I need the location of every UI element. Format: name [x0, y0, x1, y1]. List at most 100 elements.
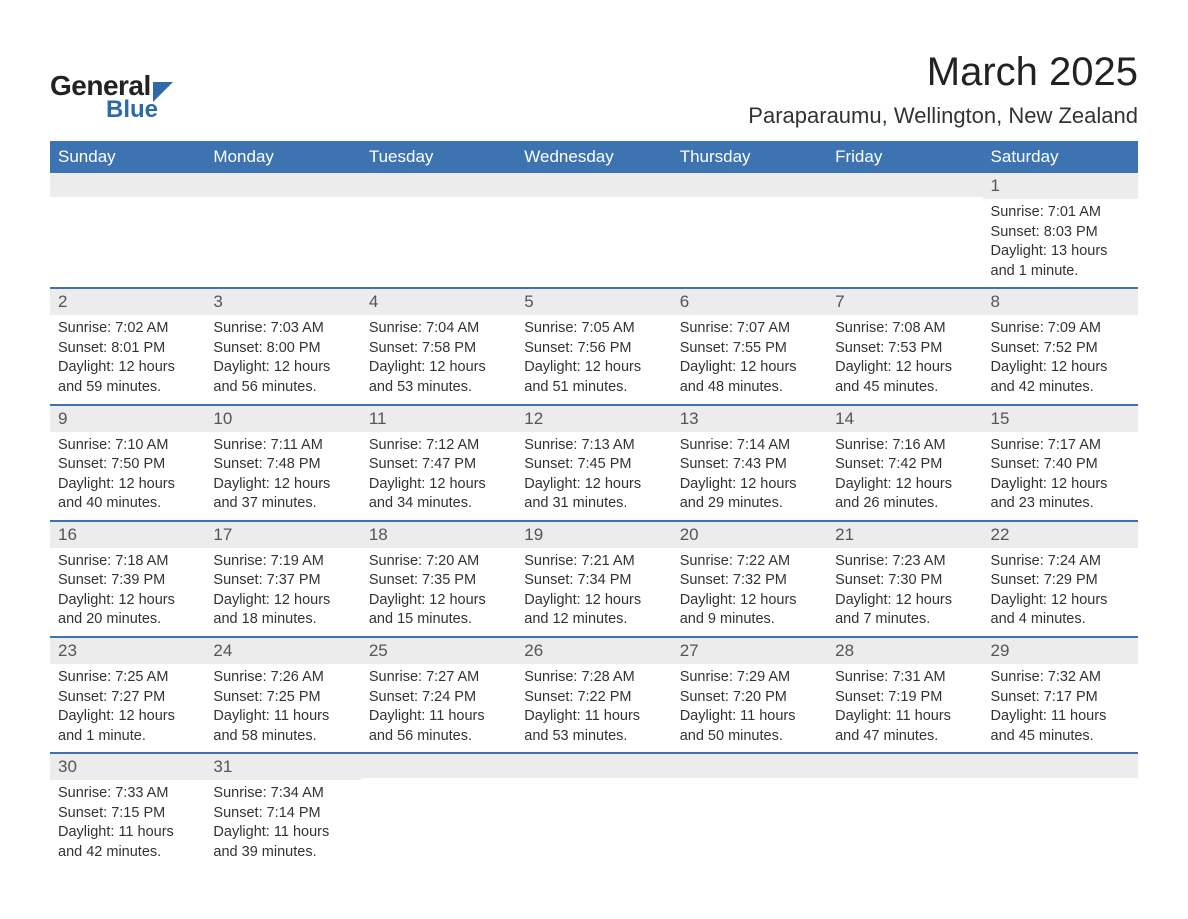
day-body: Sunrise: 7:01 AMSunset: 8:03 PMDaylight:… — [983, 199, 1138, 287]
day-number: 31 — [205, 754, 360, 780]
daylight-line: Daylight: 12 hours and 51 minutes. — [524, 358, 663, 397]
day-body — [827, 197, 982, 217]
logo-triangle-icon — [153, 82, 173, 102]
calendar-day-cell — [983, 753, 1138, 868]
sunset-line: Sunset: 7:35 PM — [369, 571, 508, 591]
sunrise-line: Sunrise: 7:16 AM — [835, 436, 974, 456]
calendar-day-cell: 23Sunrise: 7:25 AMSunset: 7:27 PMDayligh… — [50, 637, 205, 753]
calendar-week-row: 30Sunrise: 7:33 AMSunset: 7:15 PMDayligh… — [50, 753, 1138, 868]
sunrise-line: Sunrise: 7:17 AM — [991, 436, 1130, 456]
day-number — [50, 173, 205, 197]
daylight-line: Daylight: 11 hours and 53 minutes. — [524, 707, 663, 746]
sunrise-line: Sunrise: 7:26 AM — [213, 668, 352, 688]
day-body: Sunrise: 7:22 AMSunset: 7:32 PMDaylight:… — [672, 548, 827, 636]
calendar-day-cell: 25Sunrise: 7:27 AMSunset: 7:24 PMDayligh… — [361, 637, 516, 753]
daylight-line: Daylight: 11 hours and 47 minutes. — [835, 707, 974, 746]
col-header-saturday: Saturday — [983, 141, 1138, 173]
calendar-table: Sunday Monday Tuesday Wednesday Thursday… — [50, 141, 1138, 869]
calendar-day-cell — [827, 753, 982, 868]
sunrise-line: Sunrise: 7:08 AM — [835, 319, 974, 339]
calendar-day-cell: 30Sunrise: 7:33 AMSunset: 7:15 PMDayligh… — [50, 753, 205, 868]
calendar-day-cell — [361, 173, 516, 288]
sunrise-line: Sunrise: 7:04 AM — [369, 319, 508, 339]
day-body: Sunrise: 7:33 AMSunset: 7:15 PMDaylight:… — [50, 780, 205, 868]
calendar-day-cell: 26Sunrise: 7:28 AMSunset: 7:22 PMDayligh… — [516, 637, 671, 753]
sunset-line: Sunset: 8:03 PM — [991, 223, 1130, 243]
sunrise-line: Sunrise: 7:13 AM — [524, 436, 663, 456]
day-number — [827, 754, 982, 778]
calendar-day-cell: 12Sunrise: 7:13 AMSunset: 7:45 PMDayligh… — [516, 405, 671, 521]
sunset-line: Sunset: 8:01 PM — [58, 339, 197, 359]
daylight-line: Daylight: 12 hours and 4 minutes. — [991, 591, 1130, 630]
day-number: 15 — [983, 406, 1138, 432]
day-number: 6 — [672, 289, 827, 315]
day-number: 18 — [361, 522, 516, 548]
sunrise-line: Sunrise: 7:12 AM — [369, 436, 508, 456]
daylight-line: Daylight: 12 hours and 20 minutes. — [58, 591, 197, 630]
daylight-line: Daylight: 12 hours and 29 minutes. — [680, 475, 819, 514]
daylight-line: Daylight: 12 hours and 26 minutes. — [835, 475, 974, 514]
sunrise-line: Sunrise: 7:14 AM — [680, 436, 819, 456]
daylight-line: Daylight: 12 hours and 37 minutes. — [213, 475, 352, 514]
sunset-line: Sunset: 7:32 PM — [680, 571, 819, 591]
calendar-day-cell — [50, 173, 205, 288]
day-number: 3 — [205, 289, 360, 315]
calendar-week-row: 9Sunrise: 7:10 AMSunset: 7:50 PMDaylight… — [50, 405, 1138, 521]
sunset-line: Sunset: 7:50 PM — [58, 455, 197, 475]
sunset-line: Sunset: 7:53 PM — [835, 339, 974, 359]
sunrise-line: Sunrise: 7:01 AM — [991, 203, 1130, 223]
calendar-day-cell: 5Sunrise: 7:05 AMSunset: 7:56 PMDaylight… — [516, 288, 671, 404]
sunset-line: Sunset: 7:20 PM — [680, 688, 819, 708]
sunrise-line: Sunrise: 7:05 AM — [524, 319, 663, 339]
daylight-line: Daylight: 11 hours and 45 minutes. — [991, 707, 1130, 746]
day-body — [361, 778, 516, 798]
day-number: 5 — [516, 289, 671, 315]
calendar-day-cell — [205, 173, 360, 288]
sunrise-line: Sunrise: 7:27 AM — [369, 668, 508, 688]
day-number: 14 — [827, 406, 982, 432]
day-body: Sunrise: 7:03 AMSunset: 8:00 PMDaylight:… — [205, 315, 360, 403]
day-body: Sunrise: 7:07 AMSunset: 7:55 PMDaylight:… — [672, 315, 827, 403]
logo: General Blue — [50, 70, 173, 124]
sunrise-line: Sunrise: 7:20 AM — [369, 552, 508, 572]
sunset-line: Sunset: 7:48 PM — [213, 455, 352, 475]
sunset-line: Sunset: 7:55 PM — [680, 339, 819, 359]
sunrise-line: Sunrise: 7:11 AM — [213, 436, 352, 456]
day-body: Sunrise: 7:24 AMSunset: 7:29 PMDaylight:… — [983, 548, 1138, 636]
day-number: 4 — [361, 289, 516, 315]
daylight-line: Daylight: 12 hours and 1 minute. — [58, 707, 197, 746]
day-number: 17 — [205, 522, 360, 548]
daylight-line: Daylight: 11 hours and 58 minutes. — [213, 707, 352, 746]
day-body — [672, 197, 827, 217]
day-number: 23 — [50, 638, 205, 664]
calendar-day-cell: 20Sunrise: 7:22 AMSunset: 7:32 PMDayligh… — [672, 521, 827, 637]
calendar-day-cell: 10Sunrise: 7:11 AMSunset: 7:48 PMDayligh… — [205, 405, 360, 521]
daylight-line: Daylight: 12 hours and 12 minutes. — [524, 591, 663, 630]
calendar-day-cell: 7Sunrise: 7:08 AMSunset: 7:53 PMDaylight… — [827, 288, 982, 404]
calendar-day-cell: 27Sunrise: 7:29 AMSunset: 7:20 PMDayligh… — [672, 637, 827, 753]
day-number: 1 — [983, 173, 1138, 199]
day-number — [827, 173, 982, 197]
sunrise-line: Sunrise: 7:31 AM — [835, 668, 974, 688]
daylight-line: Daylight: 12 hours and 45 minutes. — [835, 358, 974, 397]
sunset-line: Sunset: 7:24 PM — [369, 688, 508, 708]
sunset-line: Sunset: 7:45 PM — [524, 455, 663, 475]
sunrise-line: Sunrise: 7:07 AM — [680, 319, 819, 339]
sunset-line: Sunset: 7:19 PM — [835, 688, 974, 708]
sunset-line: Sunset: 7:14 PM — [213, 804, 352, 824]
day-number: 12 — [516, 406, 671, 432]
day-number: 27 — [672, 638, 827, 664]
col-header-wednesday: Wednesday — [516, 141, 671, 173]
calendar-day-cell: 1Sunrise: 7:01 AMSunset: 8:03 PMDaylight… — [983, 173, 1138, 288]
day-number: 30 — [50, 754, 205, 780]
sunset-line: Sunset: 7:42 PM — [835, 455, 974, 475]
sunrise-line: Sunrise: 7:33 AM — [58, 784, 197, 804]
sunrise-line: Sunrise: 7:28 AM — [524, 668, 663, 688]
day-body — [516, 778, 671, 798]
day-body: Sunrise: 7:34 AMSunset: 7:14 PMDaylight:… — [205, 780, 360, 868]
col-header-monday: Monday — [205, 141, 360, 173]
sunset-line: Sunset: 7:52 PM — [991, 339, 1130, 359]
sunrise-line: Sunrise: 7:22 AM — [680, 552, 819, 572]
daylight-line: Daylight: 12 hours and 34 minutes. — [369, 475, 508, 514]
daylight-line: Daylight: 11 hours and 50 minutes. — [680, 707, 819, 746]
